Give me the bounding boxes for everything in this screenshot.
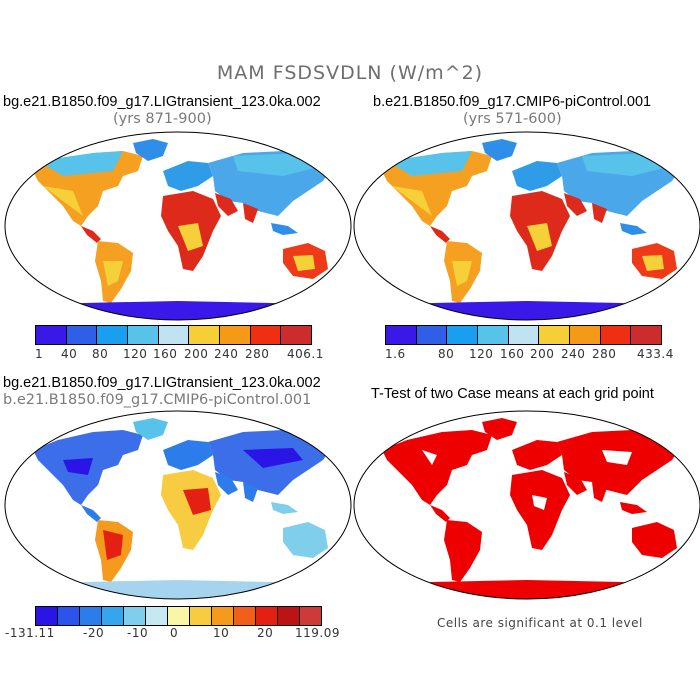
cb3-tick-label: 10 <box>213 626 230 640</box>
cb1-swatch <box>97 326 129 344</box>
cb1-tick-label: 160 <box>153 347 178 361</box>
cb3-tick-label: -131.11 <box>5 626 55 640</box>
cb1-swatch <box>128 326 159 344</box>
cb2-swatch <box>631 326 662 344</box>
cb3-swatch <box>146 607 168 625</box>
cb1-tick-label: 406.1 <box>287 347 324 361</box>
cb1-swatch <box>281 326 312 344</box>
cb2-swatch <box>508 326 540 344</box>
cb3-swatch <box>168 607 190 625</box>
cb1-swatch <box>250 326 282 344</box>
cb1-swatch <box>36 326 67 344</box>
cb3-swatch <box>58 607 80 625</box>
cb3-swatch <box>190 607 212 625</box>
cb1-tick-label: 40 <box>61 347 78 361</box>
cb2-tick-label: 1.6 <box>385 347 406 361</box>
cb3-swatch <box>36 607 58 625</box>
significance-note: Cells are significant at 0.1 level <box>437 616 643 630</box>
cb3-swatch <box>212 607 234 625</box>
map-tl <box>4 131 352 321</box>
cb3-tick-label: 20 <box>257 626 274 640</box>
cb1-tick-label: 120 <box>123 347 148 361</box>
map-bl <box>4 410 352 600</box>
cb1-tick-label: 1 <box>35 347 44 361</box>
cb1-swatch <box>158 326 190 344</box>
cb1-tick-label: 280 <box>245 347 270 361</box>
cb3-tick-label: 0 <box>170 626 179 640</box>
cb2-swatch <box>600 326 632 344</box>
cb1-swatch <box>220 326 251 344</box>
colorbar-bl <box>35 606 322 626</box>
cb2-tick-label: 280 <box>592 347 617 361</box>
cb1-tick-label: 200 <box>184 347 209 361</box>
cb2-swatch <box>447 326 479 344</box>
map-br <box>353 410 700 600</box>
main-title: MAM FSDSVDLN (W/m^2) <box>216 62 484 84</box>
panel-tr-title: b.e21.B1850.f09_g17.CMIP6-piControl.001 <box>373 94 652 110</box>
cb3-tick-label: -20 <box>83 626 105 640</box>
cb2-tick-label: 120 <box>469 347 494 361</box>
cb3-swatch <box>102 607 124 625</box>
cb3-swatch <box>80 607 102 625</box>
cb3-tick-label: -10 <box>127 626 149 640</box>
colorbar-tl <box>35 325 312 345</box>
panel-tr-subtitle: (yrs 571-600) <box>463 111 562 127</box>
map-tl-detail <box>43 186 315 286</box>
cb2-swatch <box>570 326 601 344</box>
cb1-swatch <box>66 326 98 344</box>
panel-bl-subtitle: b.e21.B1850.f09_g17.CMIP6-piControl.001 <box>3 392 312 408</box>
cb2-swatch <box>416 326 448 344</box>
cb2-tick-label: 433.4 <box>637 347 674 361</box>
panel-br-title: T-Test of two Case means at each grid po… <box>371 386 654 402</box>
cb2-swatch <box>478 326 509 344</box>
cb2-tick-label: 160 <box>500 347 525 361</box>
cb3-swatch <box>256 607 278 625</box>
cb2-swatch <box>386 326 417 344</box>
map-tr <box>353 131 700 321</box>
colorbar-tr <box>385 325 662 345</box>
cb2-tick-label: 200 <box>530 347 555 361</box>
cb3-swatch <box>300 607 321 625</box>
panel-tl-title: bg.e21.B1850.f09_g17.LIGtransient_123.0k… <box>3 94 321 110</box>
cb1-tick-label: 240 <box>214 347 239 361</box>
cb2-tick-label: 240 <box>561 347 586 361</box>
cb1-tick-label: 80 <box>92 347 109 361</box>
cb2-swatch <box>539 326 571 344</box>
cb3-tick-label: 119.09 <box>295 626 340 640</box>
panel-bl-title: bg.e21.B1850.f09_g17.LIGtransient_123.0k… <box>3 375 321 391</box>
cb3-swatch <box>234 607 256 625</box>
cb3-swatch <box>124 607 146 625</box>
cb2-tick-label: 80 <box>438 347 455 361</box>
cb3-swatch <box>278 607 300 625</box>
panel-tl-subtitle: (yrs 871-900) <box>113 111 212 127</box>
cb1-swatch <box>189 326 221 344</box>
